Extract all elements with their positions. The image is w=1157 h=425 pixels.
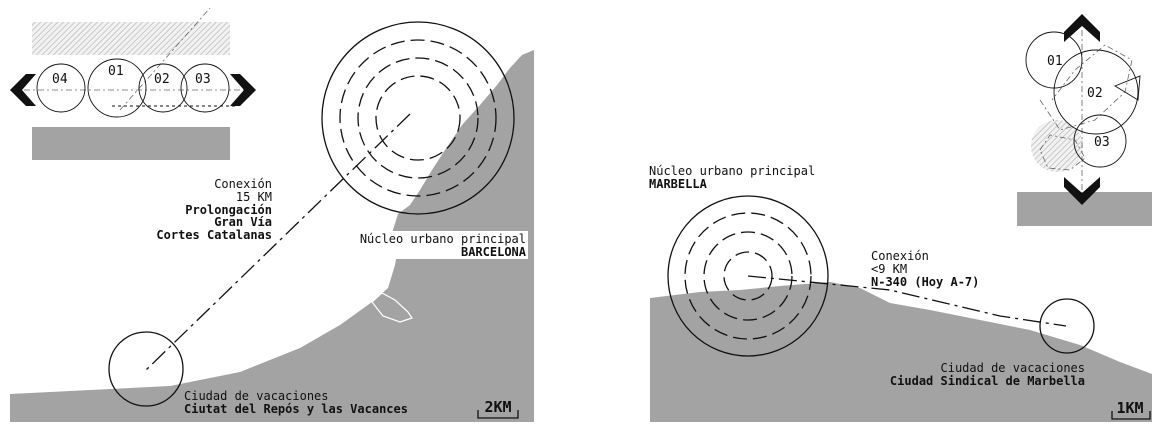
diagram-circle-03-right <box>1073 114 1127 168</box>
diagram-label-04: 04 <box>52 72 68 87</box>
marbella-holiday-city-name: Ciudad Sindical de Marbella <box>890 374 1085 388</box>
diagram-circle-03 <box>180 63 230 113</box>
hatched-circle <box>1031 120 1083 172</box>
barcelona-port <box>371 292 413 323</box>
barcelona-coastline-land <box>10 50 534 422</box>
barcelona-layout-diagram: 04 01 02 03 <box>10 7 256 160</box>
marbella-layout-diagram: 01 02 03 <box>1017 14 1152 226</box>
marbella-connection-distance: <9 KM <box>871 262 907 276</box>
hatched-band <box>32 22 230 55</box>
barcelona-urban-core-label: Núcleo urbano principal <box>360 232 526 246</box>
solid-band <box>32 127 230 160</box>
marbella-connection-line <box>747 275 1067 327</box>
diagram-circle-02 <box>138 63 188 113</box>
barcelona-label-background <box>352 231 528 259</box>
arrow-up-icon <box>1064 14 1100 42</box>
marbella-connection-road: N-340 (Hoy A-7) <box>871 275 979 289</box>
marbella-map: 01 02 03 Núcleo urbano principal MARBELL… <box>649 14 1152 422</box>
diagram-label-03: 03 <box>195 72 211 87</box>
marbella-coastline-land <box>650 282 1152 422</box>
barcelona-urban-core-name: BARCELONA <box>461 245 527 259</box>
marbella-connection-title: Conexión <box>871 249 929 263</box>
barcelona-holiday-city-name: Ciutat del Repós y las Vacances <box>184 402 408 416</box>
diagram-circle-01 <box>87 58 147 118</box>
marbella-holiday-city-label: Ciudad de vacaciones <box>941 361 1086 375</box>
barcelona-road-line1: Prolongación <box>185 203 272 217</box>
arrow-left-icon <box>10 74 36 106</box>
diagram-label-01: 01 <box>108 64 124 79</box>
arrow-right-icon <box>230 74 256 106</box>
marbella-urban-core-name: MARBELLA <box>649 177 708 191</box>
diagram-circle-02-right <box>1053 49 1139 135</box>
barcelona-urban-core-rings <box>321 21 515 215</box>
diagram-label-01-right: 01 <box>1047 54 1063 69</box>
marbella-urban-core-label: Núcleo urbano principal <box>649 164 815 178</box>
barcelona-scale-bar <box>477 410 519 419</box>
diagram-label-02: 02 <box>154 72 170 87</box>
marbella-holiday-city-circle <box>1039 298 1095 354</box>
marbella-scale-bar <box>1111 411 1151 420</box>
marbella-urban-core-rings <box>667 195 829 357</box>
barcelona-scale-label: 2KM <box>484 398 511 416</box>
diagram-label-03-right: 03 <box>1094 135 1110 150</box>
diagram-circle-04 <box>36 63 86 113</box>
barcelona-road-line3: Cortes Catalanas <box>156 228 272 242</box>
barcelona-connection-distance: 15 KM <box>236 190 272 204</box>
barcelona-connection-title: Conexión <box>214 177 272 191</box>
marbella-scale-label: 1KM <box>1116 399 1143 417</box>
arrow-down-icon <box>1064 177 1100 205</box>
barcelona-road-line2: Gran Vía <box>214 215 272 229</box>
barcelona-holiday-city-label: Ciudad de vacaciones <box>184 389 329 403</box>
barcelona-holiday-city-circle <box>108 331 184 407</box>
diagram-label-02-right: 02 <box>1087 86 1103 101</box>
barcelona-map: 04 01 02 03 Conexión 15 KM Prolongación … <box>10 7 534 422</box>
